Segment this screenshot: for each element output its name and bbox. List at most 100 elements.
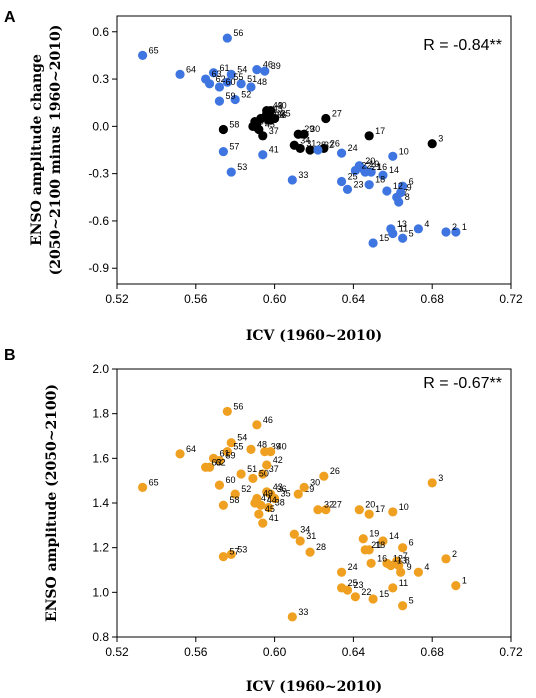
panel-b-point-label-30: 30 — [310, 477, 320, 487]
panel-a-point-label-10: 10 — [399, 146, 409, 156]
panel-b-point-64 — [175, 449, 185, 459]
panel-a-point-12 — [382, 186, 392, 196]
panel-a-point-label-54: 54 — [237, 64, 247, 74]
panel-b-point-label-53: 53 — [237, 544, 247, 554]
panel-a-point-label-37: 37 — [269, 126, 279, 136]
panel-b-point-label-51: 51 — [247, 464, 257, 474]
panel-a-point-label-28: 28 — [316, 140, 326, 150]
panel-b-point-22 — [350, 592, 360, 602]
panel-b-point-label-10: 10 — [399, 502, 409, 512]
panel-a-point-14 — [378, 170, 388, 180]
panel-a-point-label-32: 32 — [324, 140, 334, 150]
panel-a-point-label-25: 25 — [348, 172, 358, 182]
panel-b-point-32 — [313, 505, 323, 515]
panel-a-point-label-45: 45 — [265, 120, 275, 130]
panel-b-point-33 — [287, 612, 297, 622]
panel-a-x-axis: 0.52 0.56 0.60 0.64 0.68 0.72 — [105, 284, 523, 306]
panel-a-point-label-47: 47 — [261, 112, 271, 122]
panel-a-point-label-48: 48 — [257, 77, 267, 87]
panel-a-y-axis: -0.9 -0.6 -0.3 0.0 0.3 0.6 — [88, 25, 117, 275]
panel-b-point-label-18: 18 — [375, 540, 385, 550]
panel-a-point-label-44: 44 — [267, 108, 277, 118]
panel-a-point-56 — [222, 33, 232, 43]
panel-b-point-20 — [354, 505, 364, 515]
panel-a-point-label-59: 59 — [225, 91, 235, 101]
panel-a-point-22 — [350, 165, 360, 176]
panel-b-y-axis: 0.8 1.0 1.2 1.4 1.6 1.8 2.0 — [92, 362, 117, 644]
panel-b-point-21 — [360, 545, 370, 555]
panel-b-point-label-33: 33 — [298, 607, 308, 617]
panel-a-point-label-56: 56 — [233, 28, 243, 38]
panel-b-point-label-21: 21 — [371, 540, 381, 550]
panel-a-point-label-61: 61 — [220, 63, 230, 73]
panel-b-point-label-40: 40 — [277, 442, 287, 452]
panel-b-x-tick-label: 0.72 — [499, 645, 523, 659]
panel-a-point-17 — [364, 131, 374, 141]
panel-b-point-26 — [319, 471, 329, 481]
panel-a-point-60 — [214, 82, 225, 92]
panel-b-point-label-16: 16 — [377, 553, 387, 563]
panel-a-point-2 — [441, 227, 451, 237]
panel-a-x-tick-label: 0.60 — [263, 292, 287, 306]
panel-a-x-tick-label: 0.52 — [105, 292, 129, 306]
panel-a-point-10 — [388, 151, 398, 161]
panel-a-x-axis-title: ICV (1960~2010) — [246, 328, 382, 344]
panel-a-x-tick-label: 0.68 — [421, 292, 445, 306]
panel-a-point-label-33: 33 — [298, 170, 308, 180]
panel-b-point-label-29: 29 — [304, 484, 314, 494]
panel-b-point-label-2: 2 — [452, 549, 457, 559]
panel-b-point-label-9: 9 — [407, 562, 412, 572]
panel-b-point-37 — [258, 469, 268, 479]
panel-a-point-61 — [208, 68, 219, 78]
panel-b-point-52 — [230, 489, 240, 499]
panel-a-point-label-24: 24 — [348, 143, 358, 153]
panel-a-point-33 — [287, 175, 297, 185]
panel-b-point-label-35: 35 — [281, 489, 291, 499]
panel-a-point-label-11: 11 — [399, 224, 408, 234]
panel-b-point-label-7: 7 — [403, 551, 408, 561]
panel-a-y-tick-label: 0.0 — [92, 119, 109, 133]
panel-b-point-label-41: 41 — [269, 513, 279, 523]
panel-b-point-label-13: 13 — [397, 556, 407, 566]
panel-b-point-11 — [388, 583, 398, 593]
panel-a-point-27 — [321, 113, 331, 124]
panel-a-point-label-8: 8 — [405, 192, 410, 202]
panel-a-point-label-21: 21 — [371, 162, 381, 172]
panel-b-point-label-61: 61 — [220, 448, 230, 458]
panel-b-point-label-42: 42 — [273, 455, 283, 465]
panel-b-point-24 — [336, 567, 347, 577]
panel-b-y-tick-label: 1.4 — [92, 496, 109, 510]
panel-a-point-55 — [222, 77, 232, 87]
panel-a-point-label-4: 4 — [424, 219, 429, 229]
panel-b-point-49 — [252, 493, 262, 504]
panel-b-point-label-56: 56 — [233, 401, 243, 411]
panel-b-point-label-65: 65 — [149, 477, 159, 487]
panel-b-point-27 — [321, 505, 331, 515]
panel-b-x-tick-label: 0.68 — [421, 645, 445, 659]
panel-a-point-label-26: 26 — [330, 138, 340, 148]
panel-a-point-32 — [313, 145, 323, 155]
panel-a-point-label-46: 46 — [263, 60, 273, 70]
panel-a-point-24 — [336, 148, 347, 158]
panel-a-point-label-19: 19 — [369, 159, 379, 169]
panel-b-point-label-44: 44 — [267, 495, 277, 505]
panel-b-point-5 — [398, 601, 408, 611]
panel-b-y-tick-label: 2.0 — [92, 362, 109, 376]
panel-a-point-9 — [396, 187, 406, 198]
panel-a-point-53 — [226, 167, 236, 177]
panel-a-point-label-18: 18 — [375, 175, 385, 185]
panel-a-point-label-9: 9 — [407, 183, 412, 193]
panel-a-point-25 — [336, 176, 347, 187]
panel-b-point-label-47: 47 — [261, 493, 271, 503]
panel-b-point-16 — [366, 558, 376, 568]
panel-a-point-59 — [214, 96, 225, 106]
panel-a-point-label-65: 65 — [149, 45, 159, 55]
panel-a-point-41 — [258, 150, 268, 160]
panel-a-point-label-42: 42 — [273, 101, 283, 111]
panel-a-point-label-35: 35 — [281, 108, 291, 118]
panel-b-point-29 — [293, 489, 303, 499]
panel-a-x-tick-label: 0.56 — [184, 292, 208, 306]
panel-a-y-axis-title-2: (2050~2100 minus 1960~2010) — [48, 25, 64, 276]
panel-a-y-tick-label: -0.6 — [88, 214, 109, 228]
